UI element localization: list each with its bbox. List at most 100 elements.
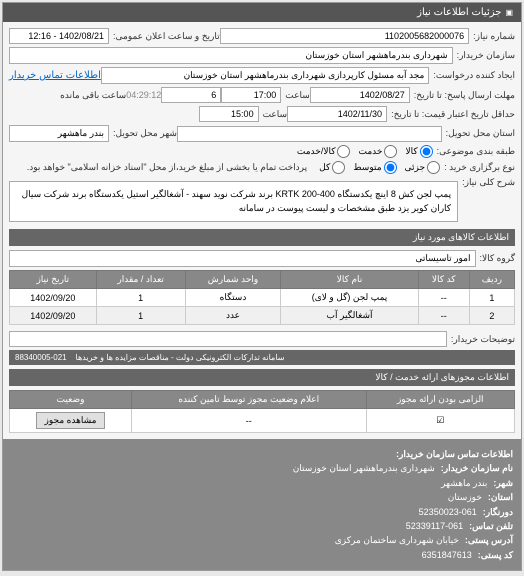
remain-num-field: 6 [161, 87, 221, 103]
table-row: 1--پمپ لجن (گل و لای)دستگاه11402/09/20 [10, 289, 515, 307]
phone-value: 52339117-061 [406, 519, 463, 533]
footer-text: سامانه تدارکات الکترونیکی دولت - مناقصات… [76, 353, 285, 362]
collapse-icon[interactable]: ▣ [505, 8, 513, 17]
table-cell: دستگاه [185, 289, 281, 307]
validity-label: حداقل تاریخ اعتبار قیمت: تا تاریخ: [391, 109, 515, 120]
org-label: نام سازمان خریدار: [441, 461, 513, 475]
view-permit-button[interactable]: مشاهده مجوز [36, 412, 106, 429]
footer-phone: 021-88340005 [15, 353, 67, 362]
province-value: خوزستان [448, 490, 482, 504]
priority-radio-group: جزئی متوسط کل [319, 161, 440, 174]
table-row: 2--آشغالگیر آبعدد11402/09/20 [10, 307, 515, 325]
priority-label: نوع برگزاری خرید : [444, 162, 515, 173]
panel-title: جزئیات اطلاعات نیاز [417, 7, 501, 18]
delivery-city-field: بندر ماهشهر [9, 125, 109, 142]
deadline-time-field: 17:00 [221, 87, 281, 103]
type-service-radio[interactable] [384, 145, 397, 158]
creator-label: ایجاد کننده درخواست: [433, 70, 515, 81]
permit-col-1: اعلام وضعیت مجوز توسط تامین کننده [132, 391, 367, 409]
desc-label: شرح کلی نیاز: [462, 177, 515, 188]
buyer-notes-field [9, 331, 447, 347]
table-cell: 2 [469, 307, 514, 325]
remain-text: ساعت باقی مانده [60, 90, 126, 101]
col-name: نام کالا [281, 271, 418, 289]
contact-footer: اطلاعات تماس سازمان خریدار: نام سازمان خ… [3, 439, 521, 570]
deadline-label: مهلت ارسال پاسخ: تا تاریخ: [414, 90, 515, 101]
col-unit: واحد شمارش [185, 271, 281, 289]
table-cell: -- [418, 289, 469, 307]
time-label-2: ساعت [263, 109, 288, 120]
deadline-date-field: 1402/08/27 [310, 87, 410, 103]
address-value: خیابان شهرداری ساختمان مرکزی [335, 533, 459, 547]
type-goods-radio[interactable] [420, 145, 433, 158]
permit-row: ☑ -- مشاهده مجوز [10, 409, 515, 433]
table-cell: 1 [96, 307, 185, 325]
priority-med-radio[interactable] [384, 161, 397, 174]
phone-label: تلفن تماس: [469, 519, 513, 533]
validity-time-field: 15:00 [199, 106, 259, 122]
permit-col-0: الزامی بودن ارائه مجوز [366, 391, 514, 409]
priority-high-label: کل [319, 162, 330, 173]
desc-box: پمپ لجن کش 8 اینچ یکدستگاه 400-200 KRTK … [9, 181, 458, 222]
footer-bar: سامانه تدارکات الکترونیکی دولت - مناقصات… [9, 350, 515, 365]
type-goods-label: کالا [405, 146, 417, 157]
permit-status: -- [132, 409, 367, 433]
validity-date-field: 1402/11/30 [287, 106, 387, 122]
contact-link[interactable]: اطلاعات تماس خریدار [9, 70, 101, 81]
announce-label: تاریخ و ساعت اعلان عمومی: [113, 31, 220, 42]
province-label: استان: [488, 490, 513, 504]
postal-label: کد پستی: [478, 548, 513, 562]
type-radio-group: کالا خدمت کالا/خدمت [297, 145, 433, 158]
delivery-city-label: شهر محل تحویل: [113, 128, 177, 139]
request-no-field: 1102005682000076 [220, 28, 469, 44]
priority-med-label: متوسط [353, 162, 381, 173]
permits-title: اطلاعات مجوزهای ارائه خدمت / کالا [9, 369, 515, 386]
col-qty: تعداد / مقدار [96, 271, 185, 289]
request-no-label: شماره نیاز: [473, 31, 515, 42]
delivery-state-label: استان محل تحویل: [446, 128, 515, 139]
city-value: بندر ماهشهر [441, 476, 487, 490]
contact-title: اطلاعات تماس سازمان خریدار: [396, 447, 513, 461]
type-service-label: خدمت [358, 146, 382, 157]
type-both-label: کالا/خدمت [297, 146, 336, 157]
type-label: طبقه بندی موضوعی: [437, 146, 515, 157]
type-both-radio[interactable] [337, 145, 350, 158]
panel-header: ▣ جزئیات اطلاعات نیاز [3, 3, 521, 22]
table-cell: پمپ لجن (گل و لای) [281, 289, 418, 307]
city-label: شهر: [493, 476, 513, 490]
priority-low-radio[interactable] [427, 161, 440, 174]
priority-high-radio[interactable] [332, 161, 345, 174]
col-date: تاریخ نیاز [10, 271, 97, 289]
col-idx: ردیف [469, 271, 514, 289]
fax-label: دورنگار: [483, 505, 513, 519]
fax-value: 52350023-061 [419, 505, 477, 519]
col-code: کد کالا [418, 271, 469, 289]
postal-value: 6351847613 [422, 548, 472, 562]
buyer-field: شهرداری بندرماهشهر استان خوزستان [9, 47, 453, 64]
table-cell: 1402/09/20 [10, 289, 97, 307]
org-value: شهرداری بندرماهشهر استان خوزستان [293, 461, 435, 475]
address-label: آدرس پستی: [465, 533, 513, 547]
remain-time: 04:29:12 [126, 90, 161, 100]
payment-note: پرداخت تمام یا بخشی از مبلغ خرید،از محل … [27, 162, 307, 173]
table-cell: -- [418, 307, 469, 325]
group-field: امور تاسیساتی [9, 250, 476, 267]
group-label: گروه کالا: [480, 253, 515, 264]
time-label-1: ساعت [285, 90, 310, 101]
announce-field: 1402/08/21 - 12:16 [9, 28, 109, 44]
table-cell: آشغالگیر آب [281, 307, 418, 325]
creator-field: مجد آبه مسئول کارپردازی شهرداری بندرماهش… [101, 67, 429, 84]
table-cell: 1402/09/20 [10, 307, 97, 325]
permits-table: الزامی بودن ارائه مجوز اعلام وضعیت مجوز … [9, 390, 515, 433]
delivery-state-field [177, 126, 442, 142]
permit-col-2: وضعیت [10, 391, 132, 409]
permit-required: ☑ [366, 409, 514, 433]
table-cell: 1 [96, 289, 185, 307]
goods-section-title: اطلاعات کالاهای مورد نیاز [9, 229, 515, 246]
goods-table: ردیف کد کالا نام کالا واحد شمارش تعداد /… [9, 270, 515, 325]
priority-low-label: جزئی [405, 162, 426, 173]
buyer-notes-label: توضیحات خریدار: [451, 334, 515, 345]
table-cell: عدد [185, 307, 281, 325]
buyer-label: سازمان خریدار: [457, 50, 515, 61]
table-cell: 1 [469, 289, 514, 307]
